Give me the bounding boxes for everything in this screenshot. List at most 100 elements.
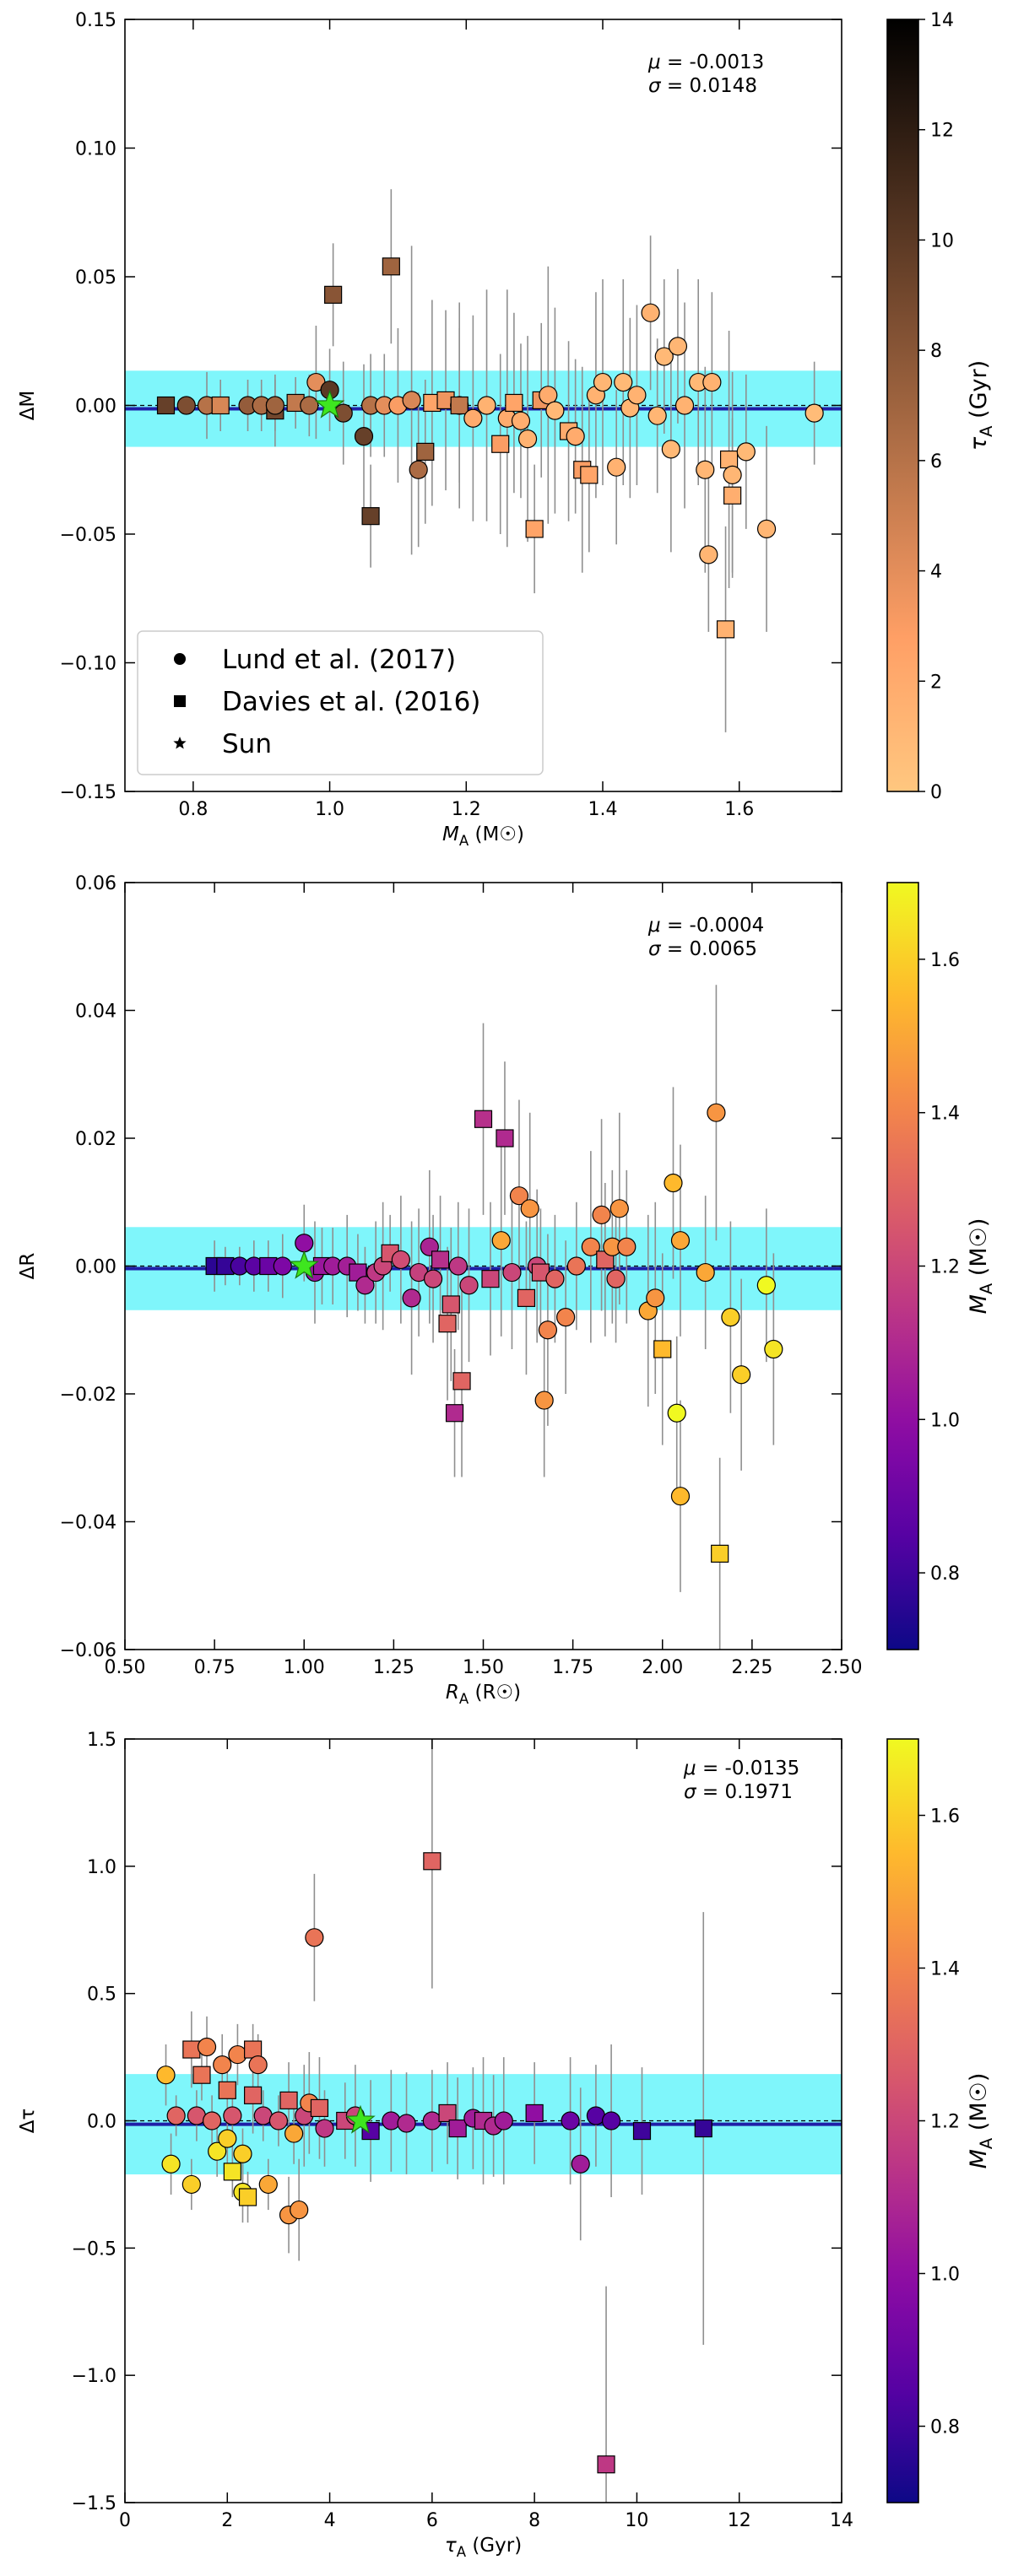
colorbar-label: MA (M☉) [966,1218,996,1315]
y-tick-label: 0.10 [75,139,116,160]
data-point-circle [556,1307,576,1327]
data-point-circle [300,396,319,415]
y-tick-label: 0.0 [87,2112,116,2133]
data-point-square [716,620,735,639]
data-point-square [218,2081,236,2099]
colorbar-tick-label: 1.6 [930,1806,960,1828]
data-point-circle [315,2119,334,2138]
y-axis-label: Δτ [17,2109,39,2134]
data-point-square [448,2119,467,2138]
x-tick-label: 14 [830,2510,853,2531]
data-point-circle [218,2129,237,2148]
plot-area [125,1739,842,2503]
y-tick-label: 0.5 [87,1985,116,2006]
plot-area [125,189,842,732]
data-point-circle [213,2055,232,2075]
colorbar-tick-label: 1.2 [930,1257,960,1278]
data-point-circle [609,1199,629,1218]
colorbar-tick-label: 8 [930,341,942,362]
data-point-circle [176,396,196,415]
data-point-circle [581,1237,600,1256]
y-tick-label: −0.10 [60,654,116,675]
data-point-circle [732,1365,751,1385]
data-point-square [450,396,469,415]
data-point-circle [707,1103,726,1122]
x-tick-label: 0 [119,2510,131,2531]
stat-text: μ = -0.0004 [647,915,764,937]
x-tick-label: 1.6 [724,799,754,820]
data-point-circle [647,406,667,425]
y-axis-label: ΔR [17,1253,39,1280]
data-point-circle [511,411,531,430]
x-tick-label: 1.25 [373,1657,414,1678]
data-point-square [438,1315,457,1333]
x-tick-label: 8 [528,2510,540,2531]
data-point-circle [284,2124,304,2143]
chart-panel-dtau: 0 2 4 6 8 10 12 14 −1.5 −1.0 −0.5 0.0 0.5 1.0 1.5 τA (G… [17,1730,996,2560]
y-tick-label: 0.06 [75,873,116,894]
data-point-circle [305,1928,324,1947]
data-point-square [719,450,739,469]
data-point-square [580,466,599,484]
colorbar-label: τA (Gyr) [966,360,996,451]
data-point-square [238,2188,257,2206]
data-point-circle [699,545,718,564]
data-point-circle [756,1276,776,1295]
data-point-square [496,1129,514,1148]
data-point-circle [756,519,777,539]
x-tick-label: 0.50 [105,1657,146,1678]
data-point-circle [477,396,496,415]
data-point-circle [258,2174,278,2195]
x-tick-label: 4 [324,2510,336,2531]
data-point-circle [228,2044,247,2065]
legend-label: Davies et al. (2016) [222,687,480,717]
data-point-circle [494,2111,513,2130]
data-point-square [474,1110,493,1128]
colorbar-tick-label: 1.4 [930,1959,960,1980]
data-point-square [279,2091,298,2109]
data-point-square [445,1404,464,1423]
data-point-square [182,2040,201,2059]
chart-panel-dR: 0.50 0.75 1.00 1.25 1.50 1.75 2.00 2.25 2.50 −0.0… [17,873,996,1707]
data-point-circle [667,1403,686,1423]
data-point-circle [571,2154,590,2174]
data-point-circle [273,1256,292,1276]
data-point-square [324,285,343,304]
data-point-square [423,1852,441,1871]
y-tick-label: −1.5 [72,2493,116,2514]
legend-marker-star [173,737,187,749]
data-point-circle [736,442,756,462]
data-point-circle [696,1262,715,1283]
data-point-square [244,2040,263,2059]
data-point-circle [391,1250,410,1270]
colorbar-tick-label: 0 [930,782,942,803]
data-point-square [192,2066,211,2084]
data-point-circle [197,2037,217,2057]
colorbar-tick-label: 2 [930,672,942,693]
data-point-square [452,1372,471,1391]
data-point-circle [723,465,742,484]
legend-label: Sun [222,729,272,759]
colorbar-tick-label: 0.8 [930,2417,960,2438]
data-point-circle [804,403,824,423]
stat-text: μ = -0.0013 [647,51,764,73]
stat-text: σ = 0.1971 [684,1781,793,1803]
data-point-circle [702,372,722,392]
y-tick-label: −0.04 [60,1513,116,1534]
colorbar-tick-label: 1.2 [930,2112,960,2133]
data-point-square [156,396,176,415]
data-point-circle [355,1276,375,1295]
y-tick-label: −0.06 [60,1640,116,1661]
data-point-square [431,1250,450,1269]
x-axis-label: RA (R☉) [446,1682,521,1707]
y-tick-label: −0.02 [60,1385,116,1406]
x-axis-label: MA (M☉) [442,824,524,849]
data-point-square [711,1544,729,1563]
data-point-circle [664,1173,683,1193]
data-point-circle [382,2111,401,2130]
y-tick-label: 0.05 [75,267,116,289]
data-point-circle [654,347,674,366]
x-tick-label: 2 [221,2510,233,2531]
colorbar [886,19,919,792]
